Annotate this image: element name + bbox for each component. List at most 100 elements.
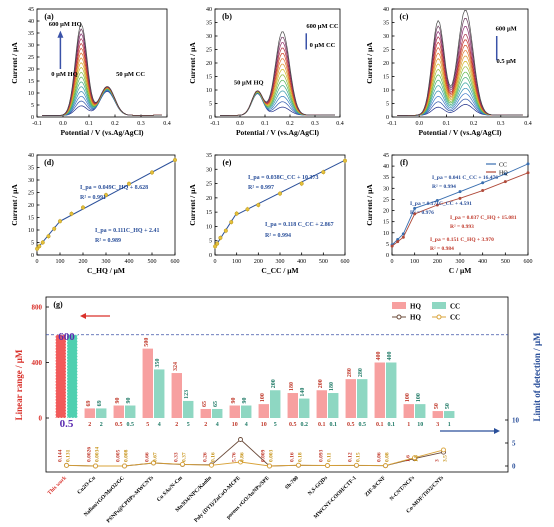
y-tick-label: 30 (206, 167, 212, 173)
bar-min-label: 0.5 (126, 422, 134, 428)
x-tick-label: -0.1 (210, 121, 220, 127)
fit-equation: I_pa = 0.171C_CC + 4.591 (410, 201, 472, 207)
bar-value-label: 180 (289, 382, 295, 391)
bar-min-label: 5 (274, 422, 277, 428)
category-label: N,S-GQDs (307, 475, 329, 497)
x-tick-label: 600 (341, 259, 350, 265)
y-axis-label: Current / μA (10, 184, 19, 226)
y-tick-label: 25 (28, 55, 34, 61)
y-tick-label: 0 (209, 253, 212, 259)
y-tick-label: 15 (206, 210, 212, 216)
x-tick-label: 0.1 (443, 121, 451, 127)
lod-label-hq: 0.33 (174, 452, 180, 462)
category-label: Cu SAs/N-Cm (156, 475, 184, 503)
lod-label-hq: 1.6 (406, 455, 412, 462)
panel-label: (e) (223, 158, 232, 167)
data-point (46, 234, 51, 239)
bar-value-label: 500 (144, 338, 150, 347)
lod-label-hq: 5.76 (232, 452, 238, 462)
data-point (37, 244, 42, 249)
bar-range-hq (229, 405, 240, 418)
data-point (481, 189, 485, 193)
y-tick-label: 35 (28, 31, 34, 37)
y-tick-label: 15 (28, 79, 34, 85)
x-tick-label: 100 (232, 259, 241, 265)
cv-curve (397, 87, 523, 116)
panel-label: (c) (400, 12, 409, 21)
y-tick-label: 20 (206, 196, 212, 202)
bar-value-label: 65 (202, 401, 208, 407)
y-axis-label: Current / μA (10, 42, 19, 84)
bar-value-label: 280 (358, 368, 364, 377)
x-tick-label: 0.2 (111, 121, 119, 127)
category-label: Sh-700 (284, 475, 300, 491)
bar-min-label: 4 (216, 422, 219, 428)
lod-label-cc: 0.008 (124, 449, 130, 462)
bar-min-label: 0.1 (387, 422, 395, 428)
cv-curve (220, 90, 335, 116)
bar-range-hq (258, 404, 269, 418)
bar-range-hq (316, 390, 327, 418)
y-tick-label: 30 (206, 34, 212, 40)
bar-min-label: 0.1 (318, 422, 326, 428)
lod-point (64, 462, 69, 468)
bar-value-label: 90 (231, 398, 237, 404)
highlight-lower: 0.5 (60, 418, 74, 430)
arrow-head (494, 428, 500, 434)
lod-label-hq: 0.66 (145, 452, 151, 462)
x-axis-label: Potential / V (vs.Ag/AgCl) (60, 128, 144, 137)
bar-range-cc (357, 379, 368, 418)
category-label: ZIF-8/CNF (364, 475, 387, 498)
y-tick-label: 25 (383, 48, 389, 54)
bar-range-cc (270, 390, 281, 418)
panel-label: (b) (222, 12, 232, 21)
data-point (234, 211, 239, 216)
data-point (215, 241, 220, 246)
x-tick-label: 0 (214, 259, 217, 265)
bar-range-hq (287, 393, 298, 418)
cv-curve (397, 104, 523, 116)
cv-curve (397, 10, 523, 116)
data-point (503, 172, 507, 176)
data-point (223, 228, 228, 233)
data-point (458, 190, 462, 194)
bar-value-label: 100 (405, 393, 411, 402)
bar-value-label: 50 (445, 403, 451, 409)
fit-line (236, 159, 346, 216)
annotation: 0.5 μM (496, 58, 516, 65)
x-tick-label: 0.4 (163, 121, 171, 127)
panel-f: 0 100 200 300 400 500 600 0 5 10 15 20 25 30 35 40 45 C /… (365, 153, 533, 275)
y-tick-label: 10 (206, 88, 212, 94)
fit-equation: R² = 0.994 (265, 233, 291, 239)
data-point (321, 170, 326, 175)
bar-value-label: 400 (387, 352, 393, 361)
category-label: N-CNT/NCFs (389, 475, 416, 502)
x-axis-label: C / μM (449, 266, 472, 275)
lod-point (180, 461, 185, 467)
bar-range-cc (96, 408, 107, 418)
x-tick-label: 200 (254, 259, 263, 265)
y-tick-label: 30 (383, 34, 389, 40)
data-point (103, 192, 108, 197)
y-tick-label: 5 (386, 102, 389, 108)
lod-label-cc: 0.003 (269, 449, 275, 462)
annotation: 0 μM HQ (51, 71, 77, 78)
bar-value-label: 69 (97, 400, 103, 406)
bar-value-label: 90 (126, 398, 132, 404)
data-point (218, 235, 223, 240)
cv-curve (397, 93, 523, 116)
lod-label-hq: 0.005 (116, 449, 122, 462)
fit-equation: I_pa = 0.041 C_CC + 16.476 (432, 175, 498, 181)
legend-label: CC (450, 314, 460, 322)
x-tick-label: 500 (319, 259, 328, 265)
y-tick-label: 30 (28, 178, 34, 184)
y-tick-label: 20 (206, 61, 212, 67)
bar-min-label: 3 (436, 422, 439, 428)
bar-min-label: 5 (146, 422, 149, 428)
y-tick-label: 5 (31, 103, 34, 109)
x-tick-label: 100 (410, 259, 419, 265)
y-tick-label: 0 (31, 115, 34, 121)
x-tick-label: 200 (79, 259, 88, 265)
y-tick-label: 30 (383, 186, 389, 192)
